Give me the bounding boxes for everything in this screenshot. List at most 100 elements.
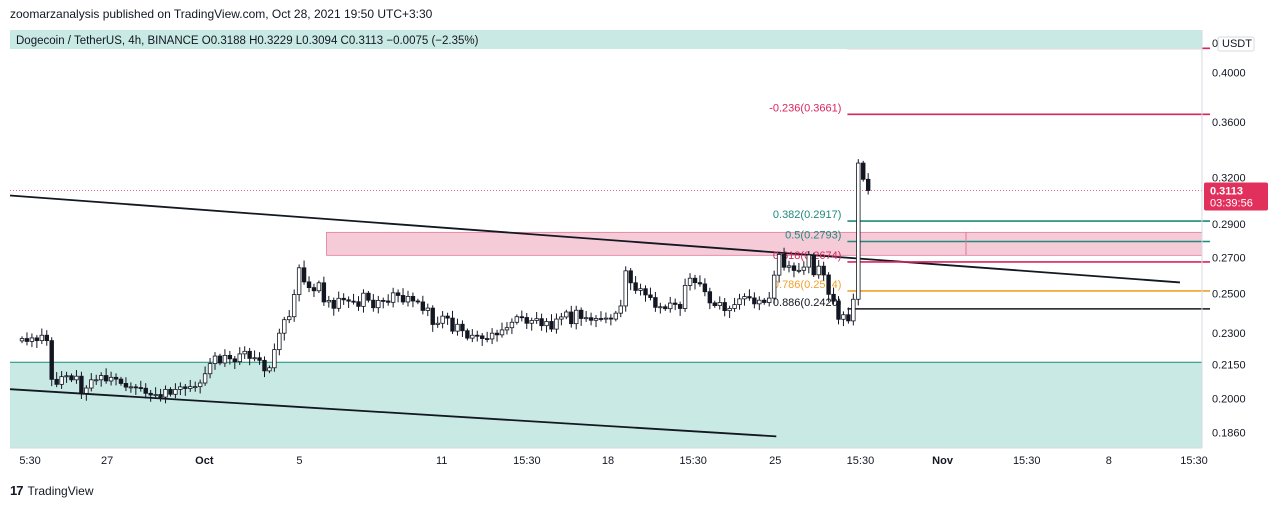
candle-body [692,277,698,284]
candle-body [445,315,450,319]
pink-zone [326,232,1202,256]
candle-body [801,266,807,271]
candle-body [484,338,490,340]
candle-body [593,318,599,321]
candle-body [74,375,79,381]
currency-box[interactable] [1217,36,1255,52]
candle-body [311,287,317,292]
price-tick-label: 0.2900 [1212,219,1246,231]
candle-body [237,353,242,363]
last-price-label: 0.3113 [1210,186,1243,198]
candle-body [222,354,228,364]
candle-body [118,378,124,384]
last-price-badge: 0.3113 03:39:56 [1204,182,1268,211]
candle-body [796,269,802,272]
time-tick-label: 11 [436,455,447,467]
candle-body [331,300,336,309]
candle-body [771,274,777,299]
candle-body [267,367,272,372]
candle-body [549,321,554,330]
candle-body [727,308,732,312]
time-tick-label: 15:30 [1013,455,1041,467]
candle-body [306,281,312,289]
candle-body [865,178,871,191]
candle-body [618,305,623,314]
candle-body [519,316,524,319]
price-tick-label: 0.3600 [1212,117,1246,129]
tradingview-footer[interactable]: 17 TradingView [10,483,94,498]
time-tick-label: 18 [602,455,614,467]
candle-body [212,355,218,365]
candle-body [326,300,332,303]
trendlines-layer [9,194,1181,438]
candle-body [455,323,460,332]
price-tick-label: 0.2300 [1212,328,1246,340]
currency-label[interactable]: USDT [1222,38,1252,50]
candle-body [405,296,411,303]
time-tick-label: 27 [101,455,113,467]
time-tick-label: 25 [769,455,781,467]
candle-body [668,302,673,310]
candle-body [653,297,658,308]
price-tick-label: 0.2150 [1212,359,1246,371]
candle-body [598,318,604,320]
candle-body [732,304,737,309]
candle-body [168,388,173,395]
candle-body [158,394,163,398]
candle-body [554,318,559,330]
candle-body [202,373,208,384]
candle-body [98,375,104,381]
candle-body [574,309,579,325]
symbol-legend[interactable]: Dogecoin / TetherUS, 4h, BINANCE O0.3188… [16,35,479,47]
price-chart[interactable]: -0.618(0.4213)-0.236(0.3661)0.382(0.2917… [0,0,1280,480]
candle-body [113,376,119,380]
candle-body [663,306,668,310]
candle-body [757,299,762,305]
candle-body [138,387,143,389]
candle-body [316,282,322,292]
candle-body [578,309,584,319]
candle-body [583,317,589,320]
candle-body [480,335,485,339]
candle-body [475,334,480,337]
candle-body [34,337,40,342]
time-tick-label: 15:30 [847,455,875,467]
candle-body [470,334,475,339]
upper-trendline [9,194,1181,284]
candle-body [282,319,287,334]
candle-body [499,329,505,336]
candle-body [425,307,430,311]
price-tick-label: 0.2500 [1212,289,1246,301]
candle-body [687,277,693,286]
candle-body [816,265,821,276]
candle-body [193,386,198,389]
candle-body [197,382,203,388]
candle-body [534,318,539,321]
candle-body [509,321,515,329]
candle-body [183,386,188,389]
candle-body [672,302,678,305]
candle-body [682,284,688,309]
candle-body [588,317,594,321]
price-axis[interactable]: 0.4000 0.3600 0.3200 0.2900 0.2700 0.2500 0.23… [1212,68,1246,440]
fib-level-label: 0.382(0.2917) [773,209,842,221]
time-tick-label: 15:30 [1180,455,1208,467]
candle-body [465,330,470,339]
lower-trendline [9,388,777,438]
time-axis[interactable]: 5:30 27 Oct 5 11 15:30 18 15:30 25 15:30 Nov 15:30 8… [19,455,1207,467]
candle-body [361,292,366,307]
candle-body [54,378,59,385]
price-tick-label: 0.4000 [1212,68,1246,80]
tradingview-brand[interactable]: TradingView [27,483,94,498]
candle-body [415,300,421,303]
candle-body [742,296,747,300]
candles-layer [19,159,871,404]
candle-body [232,358,237,363]
candle-body [59,376,64,385]
candle-body [608,317,614,320]
candle-body [806,254,812,268]
candle-body [851,298,856,322]
candle-body [103,375,109,382]
candle-body [366,292,371,301]
tradingview-logo[interactable]: 17 [10,483,24,498]
